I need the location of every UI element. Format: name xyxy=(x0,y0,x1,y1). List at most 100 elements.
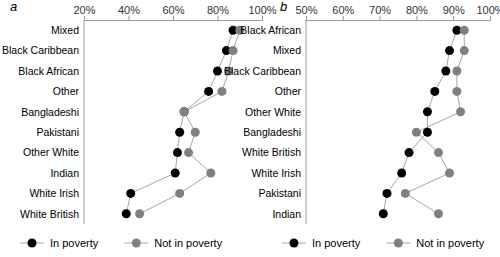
tick: 60% xyxy=(162,4,184,20)
category-label: Pakistani xyxy=(36,126,79,138)
tick: 50% xyxy=(295,4,317,20)
dot xyxy=(412,128,421,137)
tick: Indian xyxy=(272,208,301,220)
legend: In povertyNot in poverty xyxy=(282,237,485,249)
tick: Other xyxy=(53,85,80,97)
dot xyxy=(191,128,200,137)
dot xyxy=(452,87,461,96)
x-axis: 20%40%60%80%100% xyxy=(73,4,276,21)
tick: 80% xyxy=(406,4,428,20)
dot xyxy=(229,46,238,55)
category-label: Other White xyxy=(23,146,79,158)
tick-label: 20% xyxy=(73,4,95,16)
dot xyxy=(126,189,135,198)
dot xyxy=(184,148,193,157)
tick-label: 60% xyxy=(162,4,184,16)
dot xyxy=(397,169,406,178)
axis-line xyxy=(85,16,263,21)
tick: White Irish xyxy=(29,187,79,199)
dot xyxy=(175,128,184,137)
dot xyxy=(456,107,465,116)
tick-mark xyxy=(218,16,219,20)
tick-mark xyxy=(84,16,85,20)
tick: 70% xyxy=(369,4,391,20)
tick: Other White xyxy=(245,106,301,118)
y-axis: Black AfricanMixedBlack CaribbeanOtherOt… xyxy=(224,20,306,224)
category-label: Pakistani xyxy=(258,187,301,199)
dot xyxy=(217,87,226,96)
dot xyxy=(213,67,222,76)
axis-line xyxy=(307,16,491,21)
dot xyxy=(441,67,450,76)
dot xyxy=(460,26,469,35)
tick-label: 100% xyxy=(476,4,500,16)
dot xyxy=(452,67,461,76)
plot-area xyxy=(122,26,244,219)
dot xyxy=(430,87,439,96)
dot xyxy=(180,107,189,116)
tick-mark xyxy=(453,16,454,20)
dot xyxy=(382,189,391,198)
dot xyxy=(122,209,131,218)
tick: White Irish xyxy=(251,167,301,179)
category-label: Black African xyxy=(240,24,301,36)
category-label: Black African xyxy=(18,65,79,77)
tick-mark xyxy=(343,16,344,20)
dot xyxy=(434,209,443,218)
dot xyxy=(401,189,410,198)
plot-area xyxy=(379,26,469,219)
tick-mark xyxy=(416,16,417,20)
category-label: Other xyxy=(53,85,80,97)
tick: Pakistani xyxy=(258,187,301,199)
x-axis: 50% 60% 70% 80% 90% 100% xyxy=(295,4,500,21)
dot xyxy=(460,46,469,55)
tick: Black Caribbean xyxy=(2,44,79,56)
category-label: Indian xyxy=(272,208,301,220)
axis-line xyxy=(84,20,85,224)
legend-label: In poverty xyxy=(50,237,99,249)
legend-item: Not in poverty xyxy=(386,237,484,249)
category-label: Bangladeshi xyxy=(243,126,301,138)
legend-label: Not in poverty xyxy=(416,237,484,249)
tick: 20% xyxy=(73,4,95,20)
category-label: White British xyxy=(20,208,79,220)
tick: Black African xyxy=(18,65,79,77)
legend-marker xyxy=(28,239,37,248)
tick: Pakistani xyxy=(36,126,79,138)
tick: Other xyxy=(275,85,302,97)
tick: Bangladeshi xyxy=(21,106,79,118)
legend-marker xyxy=(394,239,403,248)
tick-mark xyxy=(173,16,174,20)
tick-mark xyxy=(262,16,263,20)
tick-mark xyxy=(129,16,130,20)
tick: 100% xyxy=(248,4,276,20)
dot xyxy=(405,148,414,157)
dot xyxy=(206,169,215,178)
tick: White British xyxy=(242,146,301,158)
tick-label: 80% xyxy=(406,4,428,16)
legend-label: Not in poverty xyxy=(154,237,222,249)
category-label: Other White xyxy=(245,106,301,118)
tick: 90% xyxy=(443,4,465,20)
legend-marker xyxy=(290,239,299,248)
tick-label: 100% xyxy=(248,4,276,16)
legend-marker xyxy=(132,239,141,248)
dot xyxy=(445,169,454,178)
series-line xyxy=(126,30,233,214)
series-line xyxy=(405,30,464,214)
panel-title: a xyxy=(10,0,17,14)
tick-mark xyxy=(490,16,491,20)
dot xyxy=(173,148,182,157)
category-label: Black Caribbean xyxy=(2,44,79,56)
tick: Bangladeshi xyxy=(243,126,301,138)
panel-title: b xyxy=(280,0,287,14)
series-line xyxy=(140,30,240,214)
tick: Mixed xyxy=(51,24,79,36)
category-label: White Irish xyxy=(251,167,301,179)
tick: Mixed xyxy=(273,44,301,56)
tick: 60% xyxy=(332,4,354,20)
legend: In poverty Not in poverty xyxy=(20,237,223,249)
category-label: Other xyxy=(275,85,302,97)
panel: b50%60%70%80%90%100%Black AfricanMixedBl… xyxy=(224,0,500,249)
tick-mark xyxy=(380,16,381,20)
